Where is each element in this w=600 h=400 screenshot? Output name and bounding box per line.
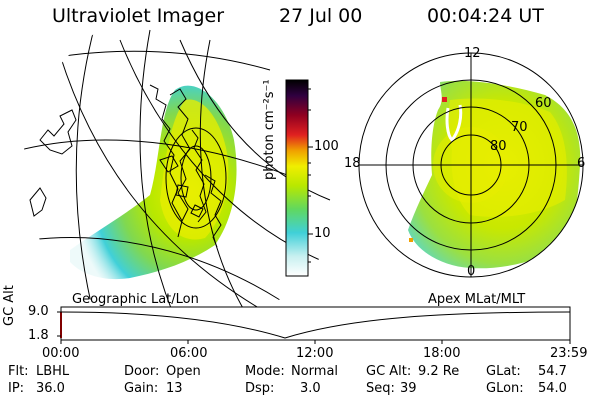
glat-label: GLat: [486, 364, 521, 379]
gc-alt-value: 9.2 Re [418, 364, 460, 379]
dsp-label: Dsp: [245, 381, 275, 396]
altitude-strip [57, 306, 571, 344]
polar-image [358, 52, 584, 278]
glat-value: 54.7 [538, 364, 567, 379]
mode-label: Mode: [245, 364, 285, 379]
mlat-label-80: 80 [490, 139, 507, 154]
door-label: Door: [124, 364, 160, 379]
date-label: 27 Jul 00 [279, 5, 363, 27]
colorbar-tick-100: 100 [314, 139, 339, 154]
geographic-image [23, 24, 331, 330]
geographic-caption: Geographic Lat/Lon [72, 292, 199, 307]
time-tick-1200: 12:00 [296, 346, 334, 361]
mlt-label-18: 18 [344, 156, 361, 171]
seq-label: Seq: [366, 381, 395, 396]
flt-value: LBHL [36, 364, 70, 379]
time-tick-1800: 18:00 [423, 346, 461, 361]
mode-value: Normal [291, 364, 339, 379]
door-value: Open [166, 364, 201, 379]
colorbar-unit-label: photon cm⁻²s⁻¹ [262, 79, 277, 180]
colorbar [285, 79, 313, 277]
time-label: 00:04:24 UT [427, 5, 544, 27]
time-tick-2359: 23:59 [550, 346, 588, 361]
glon-value: 54.0 [538, 381, 567, 396]
gc-alt-axis-title: GC Alt [2, 285, 17, 326]
glon-label: GLon: [486, 381, 524, 396]
gain-value: 13 [166, 381, 183, 396]
alt-tick-9: 9.0 [28, 304, 49, 319]
mlt-label-12: 12 [464, 46, 481, 61]
instrument-title: Ultraviolet Imager [52, 5, 225, 27]
ip-value: 36.0 [36, 381, 65, 396]
gc-alt-label: GC Alt: [366, 364, 412, 379]
colorbar-tick-10: 10 [314, 226, 331, 241]
mlat-label-60: 60 [535, 96, 552, 111]
time-tick-0000: 00:00 [42, 346, 80, 361]
time-tick-0600: 06:00 [170, 346, 208, 361]
altitude-curve [60, 311, 571, 339]
mlt-label-0: 0 [467, 264, 476, 279]
ip-label: IP: [8, 381, 25, 396]
mlt-label-6: 6 [577, 156, 586, 171]
gain-label: Gain: [124, 381, 159, 396]
flt-label: Flt: [8, 364, 29, 379]
alt-tick-1-8: 1.8 [28, 328, 49, 343]
seq-value: 39 [400, 381, 417, 396]
apex-caption: Apex MLat/MLT [428, 292, 526, 307]
dsp-value: 3.0 [300, 381, 321, 396]
mlat-label-70: 70 [511, 120, 528, 135]
